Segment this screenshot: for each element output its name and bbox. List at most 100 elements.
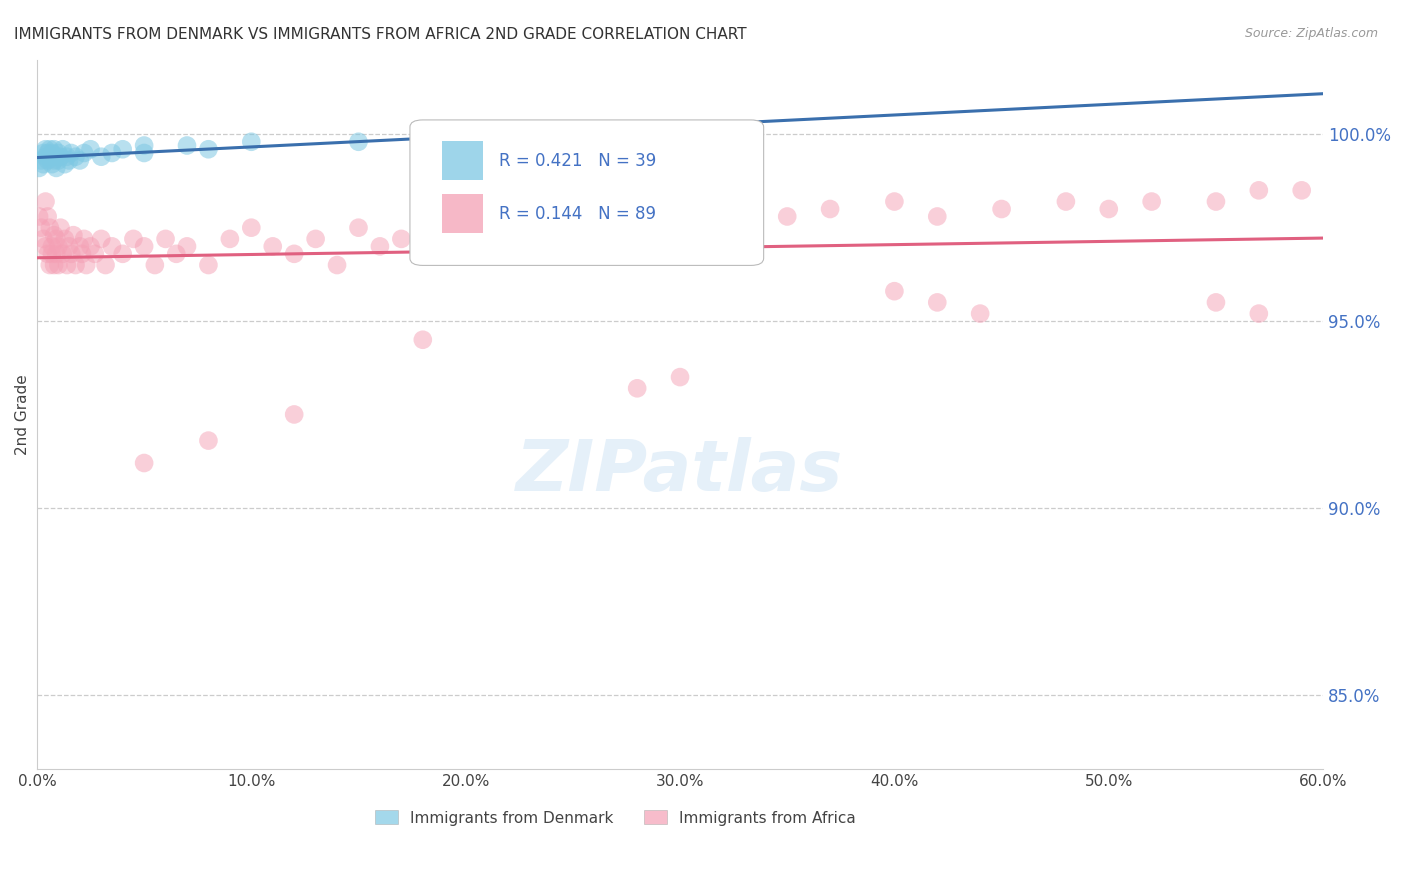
Point	[927, 210, 949, 224]
Point	[45, 161, 67, 175]
Point	[304, 232, 326, 246]
Point	[818, 202, 841, 216]
Point	[30, 153, 52, 168]
Point	[48, 239, 70, 253]
Point	[583, 220, 606, 235]
Point	[48, 153, 70, 168]
Point	[1098, 202, 1121, 216]
Point	[197, 142, 219, 156]
Point	[62, 228, 84, 243]
Point	[1247, 307, 1270, 321]
Point	[79, 142, 101, 156]
Point	[368, 239, 391, 253]
Point	[60, 146, 83, 161]
Point	[32, 232, 55, 246]
Point	[1205, 194, 1227, 209]
Point	[65, 150, 87, 164]
Point	[669, 370, 692, 384]
Point	[412, 333, 434, 347]
Point	[240, 220, 263, 235]
Point	[626, 381, 648, 395]
Point	[1205, 295, 1227, 310]
Point	[347, 220, 370, 235]
Point	[283, 247, 305, 261]
Point	[165, 247, 187, 261]
Point	[540, 239, 562, 253]
Point	[647, 220, 669, 235]
Point	[454, 239, 477, 253]
Point	[28, 161, 51, 175]
Point	[347, 135, 370, 149]
Point	[42, 258, 65, 272]
Legend: Immigrants from Denmark, Immigrants from Africa: Immigrants from Denmark, Immigrants from…	[375, 811, 856, 825]
Point	[197, 434, 219, 448]
Point	[65, 258, 87, 272]
Point	[34, 150, 56, 164]
Point	[38, 142, 60, 156]
Point	[454, 131, 477, 145]
Text: ZIPatlas: ZIPatlas	[516, 437, 844, 506]
Point	[883, 284, 905, 298]
Text: Source: ZipAtlas.com: Source: ZipAtlas.com	[1244, 27, 1378, 40]
Point	[197, 258, 219, 272]
Point	[143, 258, 166, 272]
Point	[53, 232, 76, 246]
FancyBboxPatch shape	[441, 141, 484, 180]
Point	[42, 228, 65, 243]
FancyBboxPatch shape	[441, 194, 484, 234]
Point	[38, 258, 60, 272]
Point	[1291, 183, 1313, 197]
Point	[561, 232, 583, 246]
Point	[90, 232, 112, 246]
Point	[176, 239, 198, 253]
Point	[990, 202, 1012, 216]
Point	[60, 247, 83, 261]
Point	[37, 146, 59, 161]
Point	[38, 220, 60, 235]
Point	[41, 157, 63, 171]
Point	[883, 194, 905, 209]
Point	[101, 146, 124, 161]
Point	[134, 456, 156, 470]
Point	[34, 142, 56, 156]
FancyBboxPatch shape	[411, 120, 763, 266]
Text: R = 0.144   N = 89: R = 0.144 N = 89	[499, 205, 655, 223]
Point	[283, 408, 305, 422]
Point	[733, 220, 755, 235]
Point	[969, 307, 991, 321]
Point	[262, 239, 284, 253]
Point	[32, 146, 55, 161]
Point	[41, 247, 63, 261]
Point	[41, 239, 63, 253]
Point	[389, 232, 412, 246]
Point	[30, 220, 52, 235]
Point	[38, 150, 60, 164]
Point	[690, 220, 713, 235]
Point	[776, 210, 799, 224]
Y-axis label: 2nd Grade: 2nd Grade	[15, 374, 30, 455]
Point	[626, 210, 648, 224]
Point	[73, 232, 96, 246]
Point	[669, 210, 692, 224]
Point	[49, 220, 72, 235]
Point	[34, 194, 56, 209]
Point	[73, 146, 96, 161]
Point	[45, 232, 67, 246]
Point	[56, 150, 79, 164]
Point	[32, 157, 55, 171]
Point	[69, 153, 91, 168]
Point	[498, 239, 520, 253]
Point	[240, 135, 263, 149]
Point	[155, 232, 177, 246]
Point	[34, 239, 56, 253]
Point	[70, 247, 93, 261]
Point	[111, 247, 134, 261]
Point	[58, 153, 80, 168]
Point	[412, 247, 434, 261]
Point	[326, 258, 349, 272]
Point	[53, 157, 76, 171]
Point	[1247, 183, 1270, 197]
Point	[58, 239, 80, 253]
Point	[42, 153, 65, 168]
Point	[37, 153, 59, 168]
